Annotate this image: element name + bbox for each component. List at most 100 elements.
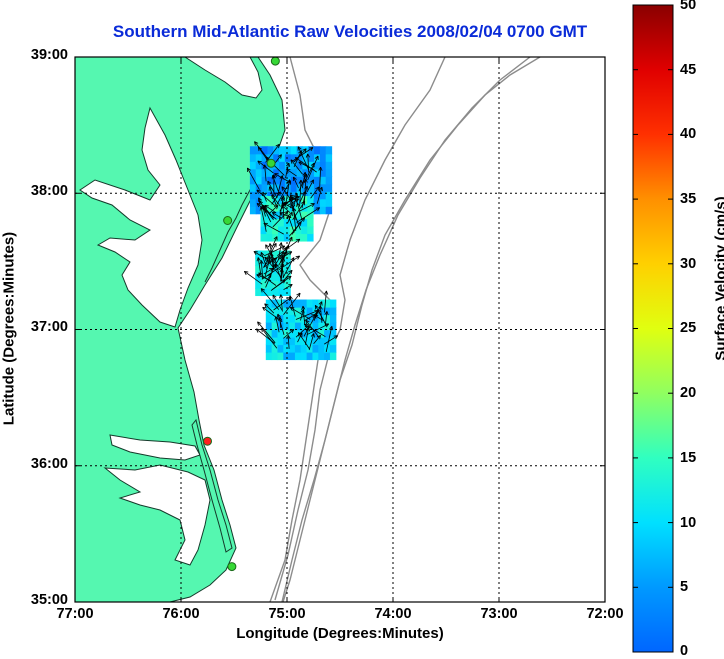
- velocity-cell: [273, 153, 280, 162]
- velocity-cell: [295, 233, 302, 242]
- velocity-cell: [249, 153, 257, 162]
- velocity-vector: [272, 211, 289, 228]
- bathymetry-contour: [281, 57, 531, 602]
- velocity-cell: [249, 168, 257, 177]
- delaware-bay: [184, 57, 263, 99]
- velocity-vector-head: [308, 147, 314, 149]
- velocity-vector-head: [257, 321, 259, 326]
- velocity-vector-head: [265, 244, 270, 248]
- velocity-vector-head: [256, 203, 262, 205]
- velocity-vector: [274, 154, 282, 164]
- velocity-vector-head: [315, 310, 319, 314]
- velocity-vector-head: [257, 321, 262, 324]
- velocity-cell: [290, 161, 298, 170]
- velocity-vector-head: [256, 189, 259, 194]
- velocity-vector-head: [267, 180, 272, 184]
- velocity-cell: [284, 168, 292, 177]
- velocity-vector-head: [316, 334, 321, 338]
- velocity-vector-head: [325, 323, 330, 328]
- velocity-vector: [289, 295, 296, 317]
- velocity-vector-head: [324, 290, 327, 295]
- velocity-cell: [249, 146, 257, 155]
- colorbar-tick-label: 10: [680, 515, 697, 531]
- velocity-cell: [329, 314, 337, 323]
- velocity-vector-head: [276, 205, 279, 210]
- velocity-vector-head: [295, 238, 300, 241]
- velocity-vector: [293, 176, 299, 189]
- velocity-cell: [249, 183, 257, 192]
- velocity-vector-head: [276, 313, 279, 319]
- velocity-vector-head: [264, 164, 268, 169]
- velocity-vector-head: [287, 275, 292, 278]
- velocity-vector-head: [267, 273, 272, 277]
- velocity-cell: [271, 336, 279, 346]
- velocity-vector-head: [301, 305, 304, 310]
- velocity-cell: [306, 299, 314, 308]
- velocity-vector-head: [269, 243, 273, 247]
- velocity-vector-head: [260, 288, 263, 293]
- velocity-vector-head: [282, 255, 285, 260]
- velocity-vector: [257, 321, 276, 344]
- velocity-vector-head: [303, 217, 305, 222]
- velocity-vector: [247, 167, 260, 190]
- velocity-cell: [300, 351, 308, 361]
- colorbar-tick-label: 25: [680, 320, 697, 336]
- velocity-cell: [318, 336, 325, 346]
- velocity-vector-head: [269, 258, 271, 263]
- velocity-vector-head: [297, 332, 300, 337]
- velocity-cell: [312, 307, 319, 316]
- velocity-vector-head: [274, 173, 278, 178]
- velocity-vector-head: [297, 255, 301, 260]
- velocity-vector-head: [324, 311, 328, 315]
- velocity-vector: [260, 206, 267, 232]
- velocity-vector-head: [260, 260, 264, 265]
- velocity-vector-head: [305, 178, 308, 183]
- velocity-vector-head: [264, 204, 269, 207]
- velocity-vector-head: [305, 319, 310, 323]
- velocity-cell: [324, 336, 331, 346]
- velocity-cell: [300, 344, 308, 353]
- velocity-vector: [287, 214, 295, 233]
- velocity-vector-head: [303, 201, 306, 206]
- velocity-vector-head: [318, 186, 323, 191]
- velocity-vector-head: [281, 186, 286, 190]
- velocity-vector-head: [291, 197, 294, 202]
- velocity-vector: [303, 314, 316, 322]
- velocity-cell: [266, 233, 273, 242]
- velocity-cell: [325, 153, 333, 162]
- velocity-vector: [290, 159, 303, 175]
- velocity-vector-head: [264, 303, 269, 306]
- velocity-vector-head: [264, 256, 267, 262]
- velocity-vector-head: [298, 332, 303, 336]
- velocity-vector-head: [310, 333, 315, 337]
- velocity-vector-head: [289, 307, 293, 312]
- velocity-vector-head: [318, 301, 323, 305]
- velocity-vector-head: [285, 244, 289, 249]
- velocity-vector-head: [290, 270, 293, 275]
- velocity-vector: [287, 198, 299, 206]
- velocity-cell: [283, 351, 290, 361]
- velocity-vector: [278, 255, 300, 271]
- velocity-cell: [265, 307, 273, 316]
- velocity-vector-head: [258, 197, 262, 201]
- velocity-cell: [266, 218, 273, 227]
- velocity-vector-head: [289, 284, 293, 288]
- velocity-cell: [273, 146, 280, 155]
- velocity-vector: [306, 323, 329, 336]
- y-axis-label: Latitude (Degrees:Minutes): [0, 231, 18, 426]
- velocity-cell: [261, 191, 268, 200]
- velocity-vector-head: [288, 276, 292, 280]
- velocity-cell: [290, 168, 298, 177]
- velocity-cell: [277, 351, 284, 361]
- velocity-vector: [301, 172, 306, 189]
- velocity-cell: [265, 299, 273, 308]
- velocity-vector-head: [256, 189, 261, 192]
- velocity-cell: [273, 161, 280, 170]
- velocity-vector-head: [277, 154, 282, 157]
- velocity-cell: [296, 161, 303, 170]
- x-tick-label: 72:00: [586, 606, 624, 622]
- velocity-cell: [283, 336, 290, 346]
- velocity-cell: [319, 153, 327, 162]
- x-axis-label: Longitude (Degrees:Minutes): [236, 625, 444, 642]
- velocity-cell: [301, 233, 308, 242]
